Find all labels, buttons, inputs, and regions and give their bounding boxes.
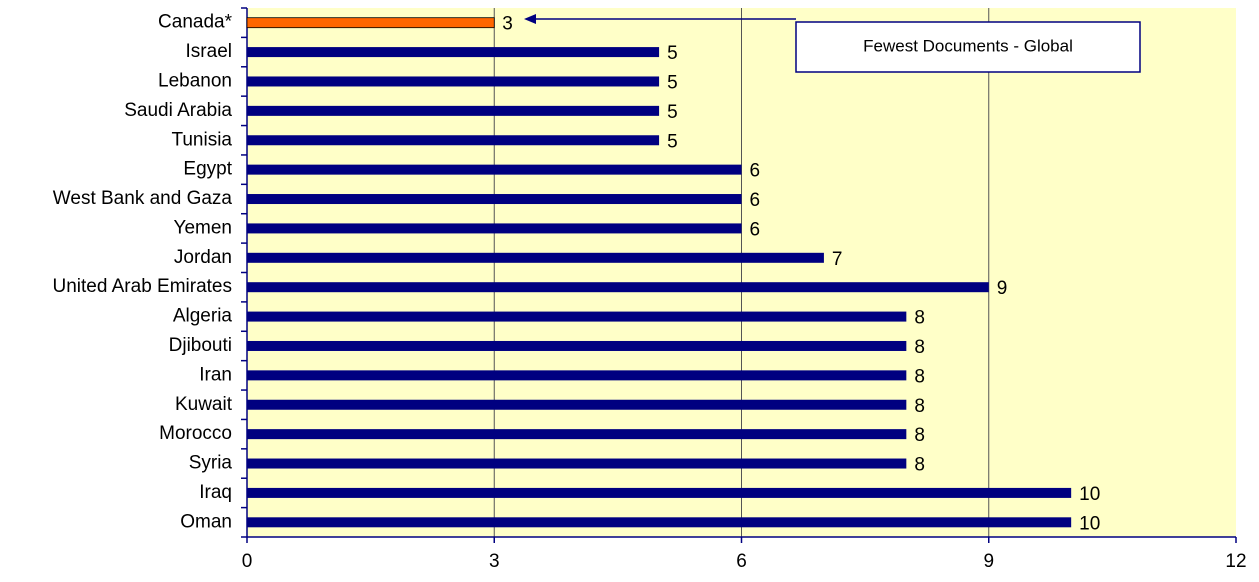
value-label: 10 [1079,513,1100,534]
bar [247,47,660,58]
value-label: 9 [997,278,1008,299]
bar [247,517,1072,528]
y-tick-label: Djibouti [169,335,232,356]
bar [247,282,989,293]
bar [247,370,907,381]
value-label: 8 [914,366,925,387]
bar [247,223,742,234]
value-label: 6 [750,219,761,240]
y-tick-label: Iran [199,364,232,385]
value-label: 3 [502,14,513,35]
value-label: 6 [750,161,761,182]
value-label: 6 [750,190,761,211]
bar [246,17,495,29]
bar [247,135,660,146]
value-label: 5 [667,102,678,123]
y-tick-label: United Arab Emirates [52,276,232,297]
y-tick-label: Canada* [158,12,233,33]
annotation: Fewest Documents - Global [863,36,1073,55]
bar [247,340,907,351]
bar [247,429,907,440]
value-label: 5 [667,72,678,93]
value-label: 5 [667,131,678,152]
x-tick-label: 6 [736,551,747,572]
value-label: 5 [667,43,678,64]
bar [247,164,742,175]
bar [247,487,1072,498]
value-label: 8 [914,337,925,358]
bar [247,194,742,205]
arrow-head [524,14,536,24]
y-tick-label: Iraq [199,482,232,503]
y-tick-label: Israel [186,41,232,62]
y-tick-label: Morocco [159,423,232,444]
y-tick-label: Tunisia [171,129,232,150]
value-label: 8 [914,308,925,329]
bar [247,399,907,410]
bar [247,252,824,263]
annotation-box [795,21,1141,73]
y-tick-label: Yemen [174,217,232,238]
value-label: 8 [914,425,925,446]
value-label: 7 [832,249,843,270]
y-tick-label: Jordan [174,247,232,268]
y-tick-label: Lebanon [158,70,232,91]
x-tick-label: 0 [242,551,253,572]
x-tick-label: 12 [1225,551,1246,572]
value-label: 8 [914,455,925,476]
y-tick-label: Syria [189,453,233,474]
value-label: 8 [914,396,925,417]
y-tick-label: West Bank and Gaza [53,188,233,209]
bar [247,311,907,322]
x-tick-label: 3 [489,551,500,572]
y-tick-label: Kuwait [175,394,233,415]
bar [247,458,907,469]
x-tick-label: 9 [983,551,994,572]
y-tick-label: Algeria [173,306,233,327]
y-tick-label: Oman [180,511,232,532]
y-tick-label: Egypt [183,159,232,180]
value-label: 10 [1079,484,1100,505]
bar [247,105,660,116]
bar [247,76,660,87]
y-tick-label: Saudi Arabia [124,100,232,121]
